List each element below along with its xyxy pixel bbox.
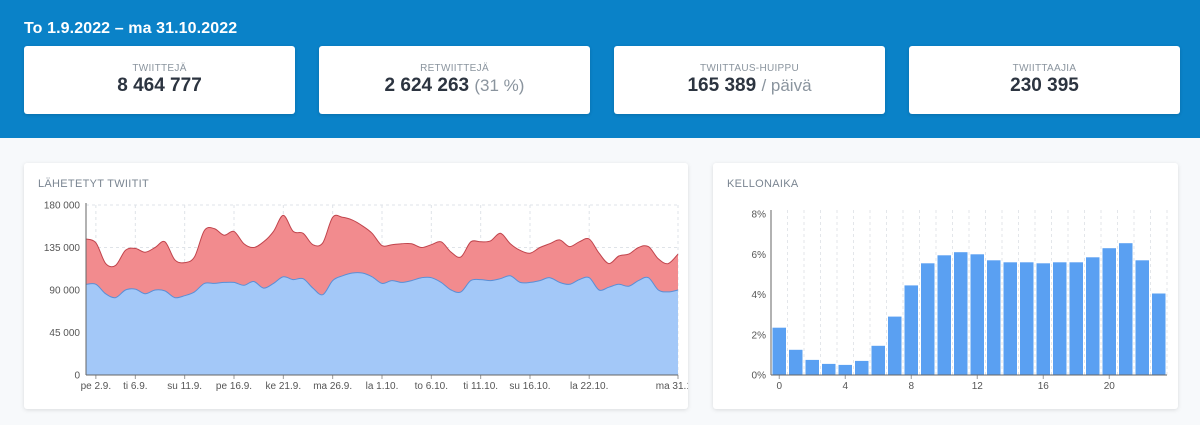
bar xyxy=(1036,263,1050,375)
bar xyxy=(970,254,984,376)
bar xyxy=(904,285,918,375)
bar xyxy=(855,360,869,375)
x-tick-label: ma 31.10. xyxy=(656,381,688,392)
y-tick-label: 90 000 xyxy=(49,286,80,297)
y-tick-label: 2% xyxy=(752,330,767,341)
x-tick-label: to 6.10. xyxy=(415,381,448,392)
bar xyxy=(822,363,836,375)
y-tick-label: 0% xyxy=(752,371,767,382)
stat-label: TWIITTEJÄ xyxy=(132,63,187,74)
bar xyxy=(987,260,1001,375)
y-tick-label: 180 000 xyxy=(44,201,81,212)
y-tick-label: 6% xyxy=(752,250,767,261)
x-tick-label: ti 11.10. xyxy=(463,381,498,392)
x-tick-label: 0 xyxy=(776,381,782,392)
bar xyxy=(1135,260,1149,375)
sent-tweets-card: LÄHETETYT TWIITIT 0 45 000 90 000 135 000 18… xyxy=(24,163,688,409)
retweets-line xyxy=(85,214,679,268)
sent-tweets-chart: 0 45 000 90 000 135 000 180 000 pe 2.9. ti 6.9… xyxy=(44,201,688,393)
bar xyxy=(1086,257,1100,375)
bar xyxy=(789,349,803,375)
time-of-day-chart: 0% 2% 4% 6% 8% 0 4 8 12 16 20 xyxy=(752,210,1168,392)
bar xyxy=(954,252,968,375)
bar xyxy=(1119,243,1133,375)
bar xyxy=(921,263,935,375)
x-tick-label: 20 xyxy=(1104,381,1116,392)
x-tick-label: 4 xyxy=(842,381,848,392)
bar xyxy=(1003,262,1017,375)
stat-label: TWIITTAAJIA xyxy=(1012,63,1077,74)
card-title: KELLONAIKA xyxy=(727,178,799,190)
stat-tweeters: TWIITTAAJIA 230 395 xyxy=(909,46,1180,114)
time-of-day-card: KELLONAIKA 0% 2% 4% 6% 8% 0 4 8 12 16 20 xyxy=(713,163,1178,409)
bar xyxy=(1069,262,1083,375)
stat-value: 165 389 / päivä xyxy=(687,75,812,96)
tweets-line xyxy=(85,272,679,299)
stat-suffix: / päivä xyxy=(761,76,812,95)
bar xyxy=(838,364,852,375)
x-tick-label: 16 xyxy=(1038,381,1050,392)
y-tick-label: 8% xyxy=(752,210,767,221)
bar xyxy=(1053,262,1067,375)
stat-tweets: TWIITTEJÄ 8 464 777 xyxy=(24,46,295,114)
bar xyxy=(871,345,885,375)
x-tick-label: 12 xyxy=(972,381,984,392)
x-tick-label: su 11.9. xyxy=(167,381,202,392)
x-tick-label: su 16.10. xyxy=(509,381,550,392)
bar xyxy=(937,255,951,375)
card-title: LÄHETETYT TWIITIT xyxy=(38,178,150,190)
bar xyxy=(805,359,819,375)
stat-label: RETWIITTEJÄ xyxy=(420,63,489,74)
y-tick-label: 0 xyxy=(74,371,80,382)
bar xyxy=(1102,248,1116,375)
bar xyxy=(1152,293,1166,375)
y-tick-label: 4% xyxy=(752,290,767,301)
header-banner: To 1.9.2022 – ma 31.10.2022 TWIITTEJÄ 8 … xyxy=(0,0,1200,138)
x-tick-label: la 22.10. xyxy=(570,381,608,392)
x-tick-label: ke 21.9. xyxy=(266,381,302,392)
stat-retweets: RETWIITTEJÄ 2 624 263 (31 %) xyxy=(319,46,590,114)
stat-suffix: (31 %) xyxy=(474,76,525,95)
stat-tweet-peak: TWIITTAUS-HUIPPU 165 389 / päivä xyxy=(614,46,885,114)
stat-value: 230 395 xyxy=(1010,75,1079,96)
bar xyxy=(772,327,786,375)
y-tick-label: 135 000 xyxy=(44,243,81,254)
bar xyxy=(888,316,902,375)
stat-value: 8 464 777 xyxy=(117,75,202,96)
x-tick-label: ti 6.9. xyxy=(123,381,147,392)
stat-label: TWIITTAUS-HUIPPU xyxy=(699,63,800,74)
x-tick-label: pe 16.9. xyxy=(216,381,252,392)
x-tick-label: la 1.10. xyxy=(366,381,399,392)
tweets-area xyxy=(86,272,678,375)
date-range-title: To 1.9.2022 – ma 31.10.2022 xyxy=(24,20,238,37)
y-tick-label: 45 000 xyxy=(49,328,80,339)
x-tick-label: 8 xyxy=(908,381,914,392)
bar xyxy=(1020,262,1034,375)
x-tick-label: ma 26.9. xyxy=(313,381,352,392)
x-tick-label: pe 2.9. xyxy=(81,381,112,392)
stat-value: 2 624 263 (31 %) xyxy=(384,75,525,96)
